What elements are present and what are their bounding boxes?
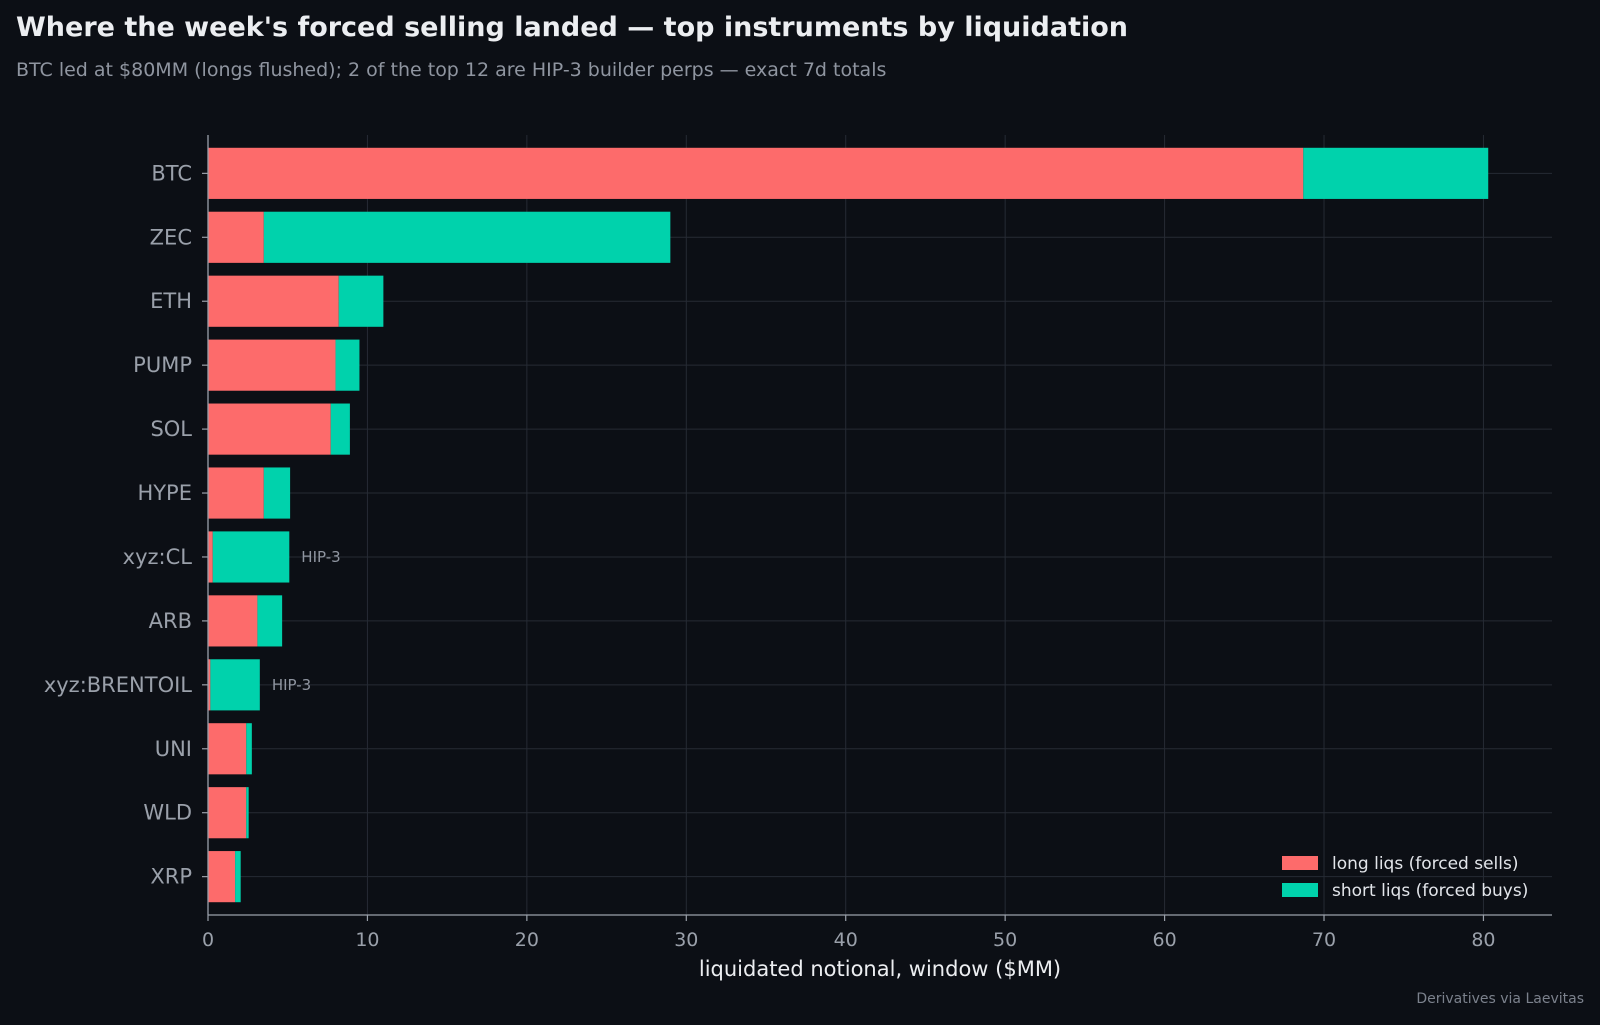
- bar-long-eth: [208, 275, 339, 327]
- x-tick-label: 80: [1471, 929, 1495, 951]
- y-tick-label: UNI: [155, 737, 192, 761]
- legend-label-long: long liqs (forced sells): [1332, 854, 1518, 874]
- source-credit: Derivatives via Laevitas: [1416, 991, 1584, 1007]
- bar-long-sol: [208, 403, 331, 455]
- x-tick-label: 70: [1312, 929, 1336, 951]
- y-tick-label: xyz:CL: [123, 545, 193, 569]
- x-tick-label: 20: [515, 929, 539, 951]
- bar-short-wld: [246, 787, 249, 839]
- y-tick-label: ZEC: [150, 225, 192, 249]
- bar-long-arb: [208, 595, 258, 647]
- x-tick-label: 0: [202, 929, 214, 951]
- x-tick-label: 10: [355, 929, 379, 951]
- legend-swatch-long: [1282, 856, 1318, 870]
- y-tick-label: HYPE: [137, 481, 192, 505]
- bar-long-wld: [208, 787, 247, 839]
- x-tick-label: 50: [993, 929, 1017, 951]
- y-tick-label: XRP: [150, 865, 192, 889]
- bar-short-xyz-cl: [212, 531, 290, 583]
- y-tick-label: ETH: [150, 289, 192, 313]
- legend-label-short: short liqs (forced buys): [1332, 881, 1528, 901]
- hip3-annotation: HIP-3: [301, 548, 340, 566]
- bar-long-uni: [208, 723, 247, 775]
- bar-long-xyz-cl: [208, 531, 213, 583]
- bar-short-xrp: [235, 851, 241, 903]
- bar-long-btc: [208, 147, 1304, 199]
- legend-swatch-short: [1282, 883, 1318, 897]
- bar-short-hype: [263, 467, 291, 519]
- y-tick-label: xyz:BRENTOIL: [44, 673, 192, 697]
- bar-short-eth: [338, 275, 384, 327]
- chart-subtitle: BTC led at $80MM (longs flushed); 2 of t…: [16, 59, 887, 81]
- x-axis-label: liquidated notional, window ($MM): [699, 957, 1061, 981]
- hip3-annotation: HIP-3: [272, 676, 311, 694]
- bar-short-xyz-brentoil: [210, 659, 260, 711]
- x-tick-label: 60: [1152, 929, 1176, 951]
- bar-short-pump: [335, 339, 360, 391]
- bar-long-hype: [208, 467, 264, 519]
- bar-short-zec: [263, 211, 671, 263]
- bar-short-uni: [246, 723, 252, 775]
- bar-short-arb: [257, 595, 283, 647]
- y-tick-label: BTC: [151, 161, 192, 185]
- bar-long-xrp: [208, 851, 236, 903]
- y-tick-label: PUMP: [133, 353, 192, 377]
- y-tick-label: SOL: [150, 417, 192, 441]
- bar-long-pump: [208, 339, 336, 391]
- y-tick-label: ARB: [149, 609, 192, 633]
- bar-long-zec: [208, 211, 264, 263]
- x-tick-label: 40: [834, 929, 858, 951]
- bar-short-btc: [1303, 147, 1489, 199]
- bar-long-xyz-brentoil: [208, 659, 211, 711]
- x-tick-label: 30: [674, 929, 698, 951]
- bar-short-sol: [330, 403, 350, 455]
- y-tick-label: WLD: [143, 801, 192, 825]
- chart-title: Where the week's forced selling landed —…: [16, 12, 1128, 43]
